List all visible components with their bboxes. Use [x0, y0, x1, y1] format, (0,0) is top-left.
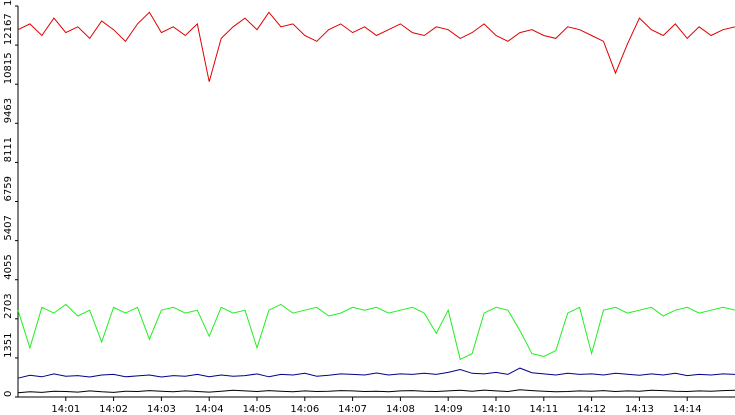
y-tick-label: 12167: [3, 13, 14, 45]
y-tick-label: 13519: [3, 0, 14, 6]
x-tick-label: 14:11: [529, 404, 558, 415]
x-tick-label: 14:14: [673, 404, 702, 415]
x-tick-label: 14:09: [434, 404, 463, 415]
y-tick-label: 5407: [3, 215, 14, 240]
y-tick-label: 9463: [3, 98, 14, 123]
x-tick-label: 14:05: [243, 404, 272, 415]
x-tick-label: 14:01: [51, 404, 80, 415]
x-tick-label: 14:02: [99, 404, 128, 415]
x-tick-label: 14:07: [338, 404, 367, 415]
x-tick-label: 14:06: [290, 404, 319, 415]
y-tick-label: 4055: [3, 254, 14, 279]
y-tick-label: 0: [3, 391, 14, 397]
x-tick-label: 14:04: [195, 404, 224, 415]
y-tick-label: 10815: [3, 52, 14, 84]
y-tick-label: 6759: [3, 176, 14, 201]
y-tick-label: 8111: [3, 137, 14, 162]
x-tick-label: 14:13: [625, 404, 654, 415]
x-tick-label: 14:08: [386, 404, 415, 415]
x-tick-label: 14:12: [577, 404, 606, 415]
x-tick-label: 14:03: [147, 404, 176, 415]
y-tick-label: 1351: [3, 332, 14, 357]
series-line: [17, 303, 735, 361]
series-line: [17, 389, 735, 394]
x-tick-label: 14:10: [482, 404, 511, 415]
series-line: [17, 11, 735, 82]
series-line: [17, 367, 735, 379]
y-tick-label: 2703: [3, 293, 14, 318]
